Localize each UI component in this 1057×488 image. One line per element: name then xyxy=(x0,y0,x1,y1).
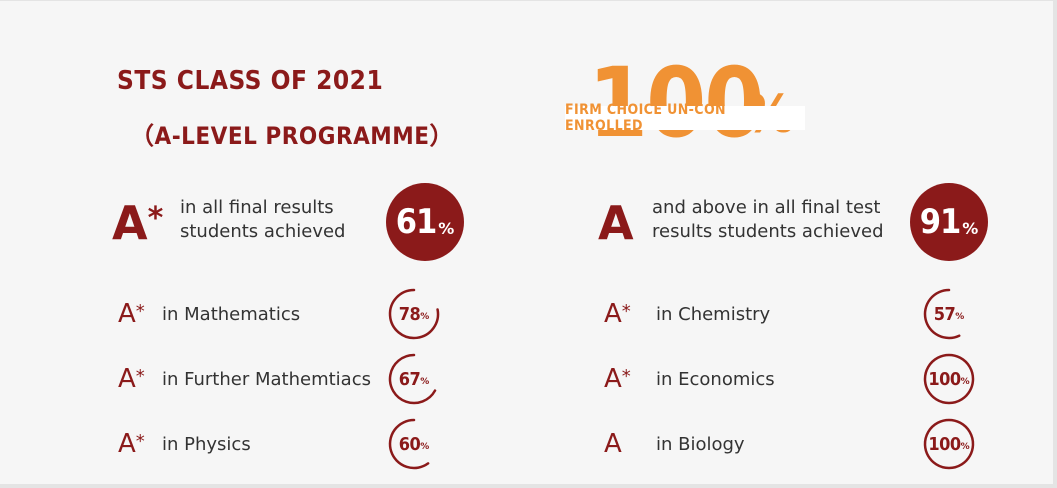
subject-grade: A* xyxy=(118,429,145,459)
page-title: STS CLASS OF 2021 xyxy=(117,66,384,96)
lead-text-line2: results students achieved xyxy=(652,221,884,242)
subject-stat-ring: 78% xyxy=(387,287,441,341)
subject-stat-ring: 100% xyxy=(922,417,976,471)
lead-stat-unit: % xyxy=(962,218,979,238)
subject-stat-unit: % xyxy=(420,312,430,322)
subject-stat-ring: 57% xyxy=(922,287,976,341)
lead-text-line1: and above in all final test xyxy=(652,197,881,218)
subject-grade: A* xyxy=(604,299,631,329)
subject-grade: A* xyxy=(118,299,145,329)
subject-stat-value: 78 xyxy=(398,303,421,325)
subject-stat-ring: 67% xyxy=(387,352,441,406)
enrolled-banner: FIRM CHOICE UN-CON ENROLLED xyxy=(565,102,805,134)
subject-grade: A* xyxy=(118,364,145,394)
lead-stat-circle-left: 61% xyxy=(386,183,464,261)
lead-stat-circle-right: 91% xyxy=(910,183,988,261)
lead-grade-left: A* xyxy=(112,198,163,248)
lead-text-line2: students achieved xyxy=(180,221,346,242)
lead-stat-value: 61 xyxy=(395,202,438,242)
subject-stat-value: 67 xyxy=(398,368,421,390)
subject-label: in Physics xyxy=(162,434,251,455)
subject-stat-value: 60 xyxy=(398,433,421,455)
lead-text-line1: in all final results xyxy=(180,197,334,218)
subject-stat-unit: % xyxy=(420,442,430,452)
subject-label: in Economics xyxy=(656,369,775,390)
subject-stat-unit: % xyxy=(960,377,970,387)
subject-grade: A* xyxy=(604,364,631,394)
subject-stat-value: 100 xyxy=(928,433,961,455)
subject-stat-ring: 60% xyxy=(387,417,441,471)
lead-text-right: and above in all final test results stud… xyxy=(652,196,884,244)
subject-label: in Mathematics xyxy=(162,304,301,325)
subject-stat-unit: % xyxy=(960,442,970,452)
lead-stat-value: 91 xyxy=(919,202,962,242)
page-subtitle: （A-LEVEL PROGRAMME） xyxy=(130,122,455,150)
lead-stat-unit: % xyxy=(438,218,455,238)
lead-grade-right: A xyxy=(598,198,634,248)
lead-grade-letter: A xyxy=(598,196,634,250)
subject-stat-value: 57 xyxy=(933,303,956,325)
subject-label: in Further Mathemtiacs xyxy=(162,369,371,390)
subject-grade: A xyxy=(604,429,622,459)
subject-stat-unit: % xyxy=(955,312,965,322)
lead-grade-star: * xyxy=(147,201,164,236)
lead-grade-letter: A xyxy=(112,196,148,250)
subject-stat-ring: 100% xyxy=(922,352,976,406)
highlight-number: 100 xyxy=(588,47,764,159)
subject-stat-unit: % xyxy=(420,377,430,387)
subject-stat-value: 100 xyxy=(928,368,961,390)
lead-text-left: in all final results students achieved xyxy=(180,196,345,244)
subject-label: in Biology xyxy=(656,434,745,455)
subject-label: in Chemistry xyxy=(656,304,771,325)
